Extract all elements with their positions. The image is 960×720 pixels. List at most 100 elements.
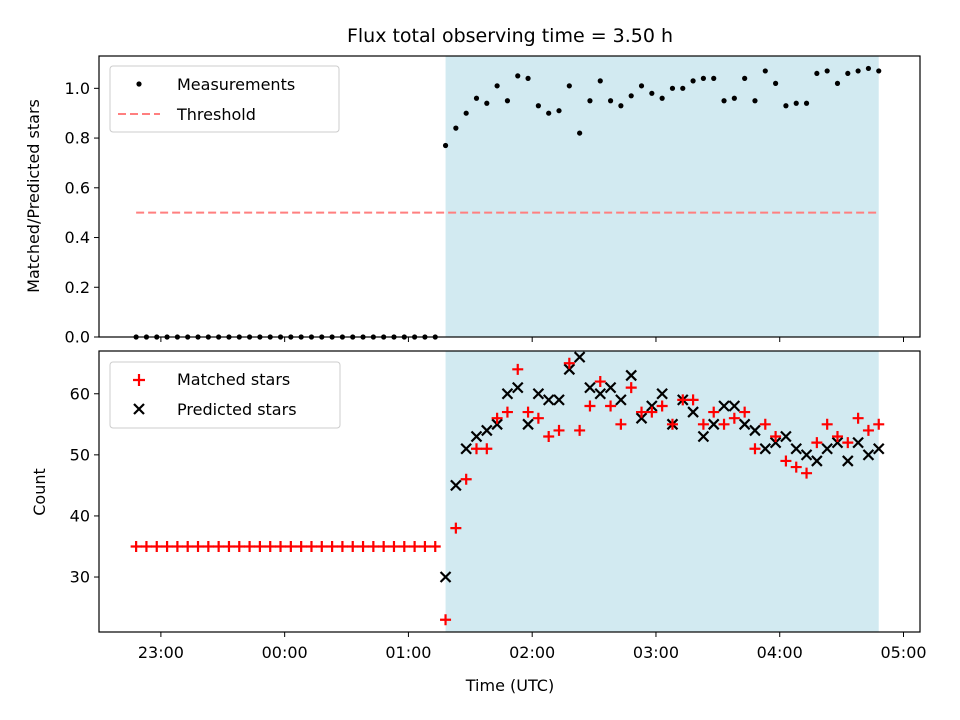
measurement-point bbox=[669, 85, 676, 91]
matched-star-point bbox=[677, 394, 689, 406]
matched-star-point bbox=[666, 418, 678, 430]
measurement-point bbox=[504, 98, 511, 104]
measurement-point bbox=[535, 103, 541, 109]
measurement-point bbox=[752, 98, 758, 104]
matched-star-point bbox=[501, 406, 513, 418]
predicted-star-point bbox=[697, 430, 710, 443]
matched-star-point bbox=[636, 406, 648, 418]
predicted-star-point bbox=[646, 400, 658, 412]
matched-star-point bbox=[264, 540, 276, 552]
predicted-star-point bbox=[738, 418, 751, 431]
matched-star-point bbox=[811, 437, 823, 449]
y-tick-label: 0.4 bbox=[65, 228, 90, 247]
ratio-panel: 0.0 0.2 0.4 0.6 0.8 1.0 Matched/Predicted sta… bbox=[24, 55, 921, 347]
measurement-point bbox=[525, 75, 531, 81]
predicted-star-point bbox=[635, 412, 648, 424]
predicted-star-point bbox=[553, 394, 565, 406]
measurement-point bbox=[618, 103, 624, 109]
matched-star-point bbox=[759, 418, 771, 430]
matched-star-point bbox=[821, 418, 833, 430]
predicted-star-point bbox=[749, 424, 761, 437]
matched-star-point bbox=[223, 540, 235, 552]
matched-star-point bbox=[625, 382, 637, 394]
matched-star-point bbox=[708, 406, 720, 418]
matched-star-point bbox=[842, 437, 854, 449]
matched-star-point bbox=[543, 431, 555, 443]
predicted-star-point bbox=[759, 442, 772, 455]
chart-title: Flux total observing time = 3.50 h bbox=[347, 25, 673, 47]
predicted-stars-points bbox=[439, 351, 885, 583]
matched-star-point bbox=[790, 461, 802, 473]
matched-star-point bbox=[254, 540, 266, 552]
predicted-star-point bbox=[573, 351, 586, 363]
predicted-star-point bbox=[811, 455, 823, 467]
measurement-point bbox=[680, 85, 686, 91]
predicted-star-point bbox=[790, 442, 803, 455]
predicted-star-point bbox=[707, 418, 720, 431]
matched-star-point bbox=[831, 431, 843, 443]
bottom-y-axis-label: Count bbox=[30, 468, 49, 516]
matched-star-point bbox=[305, 540, 317, 552]
predicted-star-point bbox=[491, 418, 503, 431]
matched-star-point bbox=[491, 412, 503, 424]
measurement-point bbox=[566, 83, 572, 89]
matched-star-point bbox=[749, 443, 761, 455]
matched-star-point bbox=[594, 376, 606, 388]
matched-star-point bbox=[347, 540, 359, 552]
predicted-star-point bbox=[532, 387, 545, 400]
measurement-point bbox=[628, 93, 634, 99]
matched-star-point bbox=[388, 540, 400, 552]
matched-star-point bbox=[780, 455, 792, 467]
measurement-point bbox=[494, 83, 500, 89]
top-legend-box bbox=[109, 65, 340, 133]
matched-star-point bbox=[512, 363, 524, 375]
matched-star-point bbox=[852, 412, 864, 424]
bottom-legend: Matched stars Predicted stars bbox=[109, 361, 341, 429]
matched-star-point bbox=[574, 424, 586, 436]
matched-star-point bbox=[151, 540, 163, 552]
matched-star-point bbox=[522, 406, 534, 418]
matched-star-point bbox=[233, 540, 245, 552]
predicted-star-point bbox=[542, 394, 555, 406]
matched-star-point bbox=[553, 424, 565, 436]
matched-star-point bbox=[873, 418, 885, 430]
matched-star-point bbox=[213, 540, 225, 552]
measurement-point bbox=[876, 68, 882, 74]
bottom-y-ticks: 30 40 50 60 bbox=[70, 384, 99, 587]
measurement-point bbox=[597, 78, 603, 84]
matched-star-point bbox=[429, 540, 441, 552]
predicted-star-point bbox=[615, 394, 627, 406]
legend-measurements-marker bbox=[136, 81, 142, 87]
predicted-star-point bbox=[718, 400, 730, 412]
predicted-star-point bbox=[460, 442, 472, 455]
matched-star-point bbox=[367, 540, 379, 552]
x-tick-label: 01:00 bbox=[385, 643, 431, 662]
measurement-point bbox=[855, 68, 861, 74]
measurement-point bbox=[587, 98, 593, 104]
x-tick-label: 23:00 bbox=[138, 643, 184, 662]
predicted-star-point bbox=[481, 424, 493, 437]
matched-star-point bbox=[739, 406, 751, 418]
legend-matched-marker bbox=[133, 374, 145, 386]
matched-star-point bbox=[605, 400, 617, 412]
measurement-point bbox=[783, 103, 789, 109]
predicted-star-point bbox=[584, 381, 596, 394]
matched-star-point bbox=[563, 357, 575, 369]
legend-threshold-label: Threshold bbox=[176, 105, 256, 124]
predicted-star-point bbox=[450, 479, 462, 492]
predicted-star-point bbox=[656, 387, 668, 400]
matched-star-point bbox=[460, 473, 472, 485]
measurement-point bbox=[659, 95, 665, 101]
top-axes-frame bbox=[98, 55, 921, 338]
top-y-axis-label: Matched/Predicted stars bbox=[24, 99, 43, 293]
x-tick-label: 00:00 bbox=[262, 643, 308, 662]
measurement-point bbox=[690, 78, 696, 84]
x-tick-label: 03:00 bbox=[633, 643, 679, 662]
predicted-star-point bbox=[821, 442, 833, 455]
measurement-point bbox=[649, 90, 655, 96]
measurement-point bbox=[721, 98, 727, 104]
measurement-point bbox=[546, 110, 552, 116]
y-tick-label: 0.0 bbox=[65, 328, 90, 347]
matched-star-point bbox=[398, 540, 410, 552]
